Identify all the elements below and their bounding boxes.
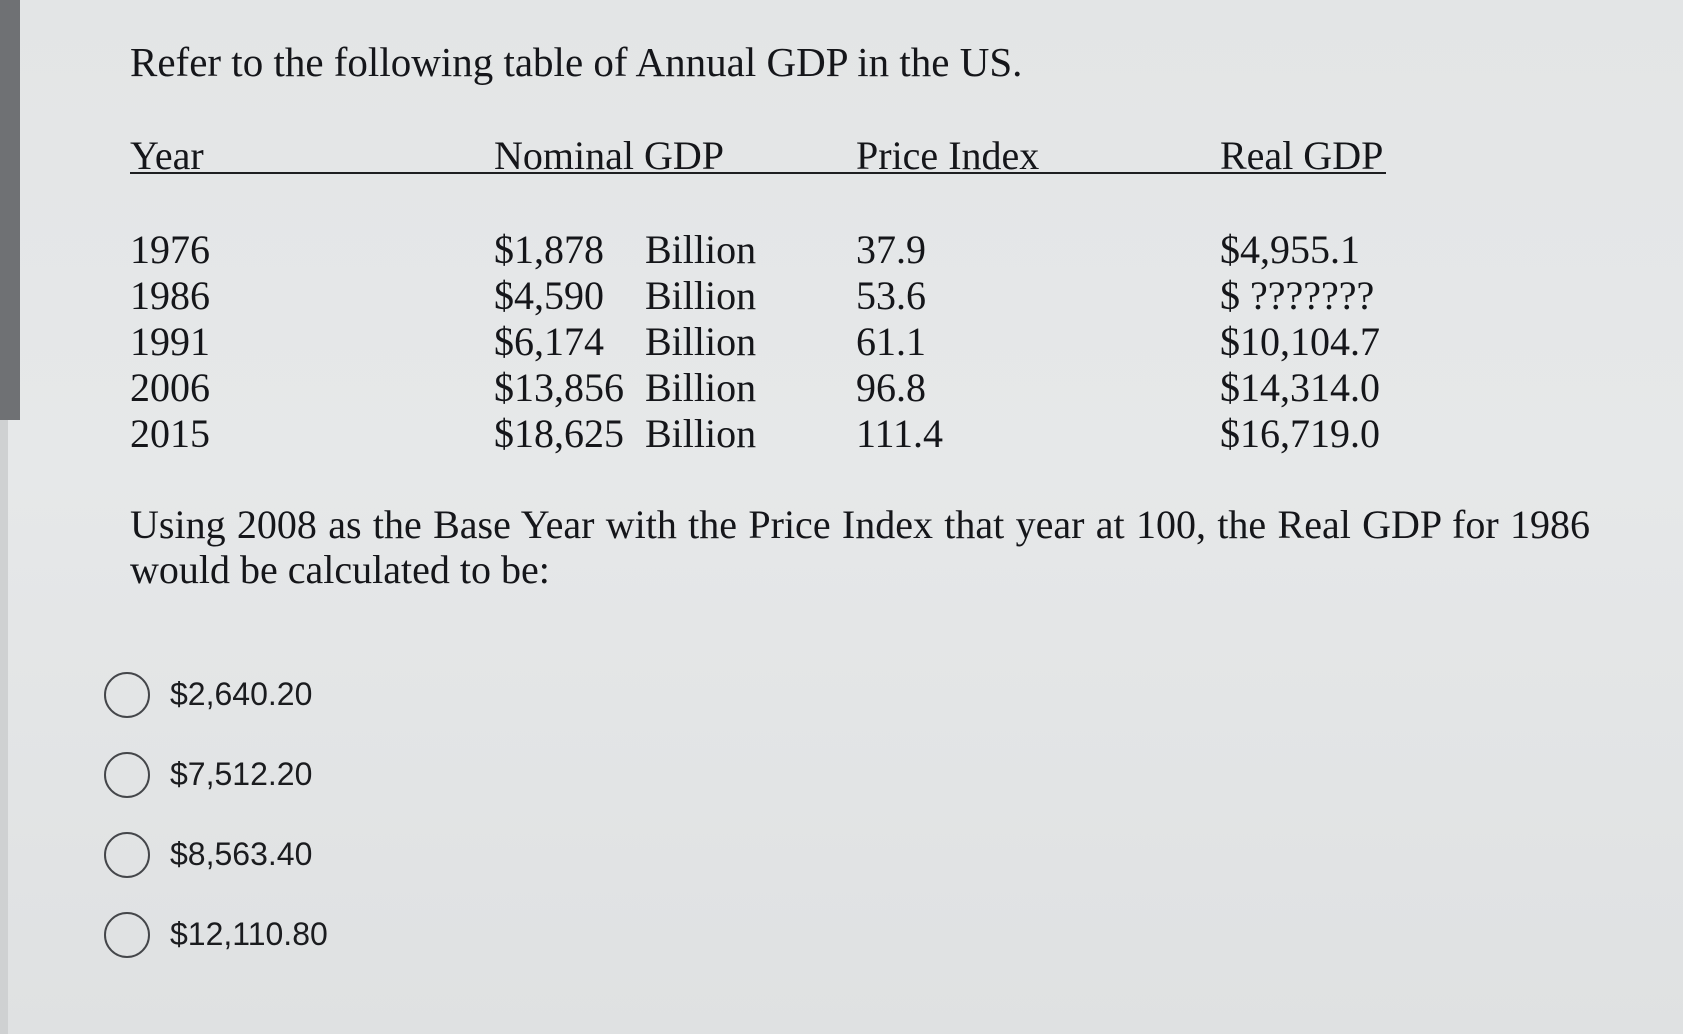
radio-button[interactable] xyxy=(104,912,150,958)
cell-nominal-gdp: $18,625 xyxy=(494,411,624,456)
gdp-table: Year Nominal GDP Price Index Real GDP 19… xyxy=(130,128,1390,468)
header-nominal-gdp: Nominal GDP xyxy=(494,133,724,178)
question-title: Refer to the following table of Annual G… xyxy=(130,39,1023,85)
option-label[interactable]: $12,110.80 xyxy=(170,916,328,952)
left-edge-strip xyxy=(0,420,8,1034)
cell-unit: Billion xyxy=(645,227,757,272)
cell-real-gdp: $14,314.0 xyxy=(1220,365,1380,410)
cell-unit: Billion xyxy=(645,411,757,456)
header-year: Year xyxy=(130,133,204,178)
cell-price-index: 61.1 xyxy=(856,319,926,364)
cell-real-gdp: $10,104.7 xyxy=(1220,319,1380,364)
cell-nominal-gdp: $1,878 xyxy=(494,227,604,272)
cell-unit: Billion xyxy=(645,365,757,410)
cell-unit: Billion xyxy=(645,273,757,318)
cell-nominal-gdp: $13,856 xyxy=(494,365,624,410)
table-row: 2015 $18,625 Billion 111.4 $16,719.0 xyxy=(130,410,1390,456)
cell-year: 1991 xyxy=(130,319,210,364)
cell-year: 2006 xyxy=(130,365,210,410)
table-row: 1991 $6,174 Billion 61.1 $10,104.7 xyxy=(130,318,1390,364)
cell-price-index: 53.6 xyxy=(856,273,926,318)
radio-button[interactable] xyxy=(104,672,150,718)
cell-price-index: 96.8 xyxy=(856,365,926,410)
cell-real-gdp: $16,719.0 xyxy=(1220,411,1380,456)
header-real-gdp: Real GDP xyxy=(1220,133,1384,178)
option-label[interactable]: $7,512.20 xyxy=(170,756,313,792)
table-row: 1986 $4,590 Billion 53.6 $ ??????? xyxy=(130,272,1390,318)
answer-option[interactable]: $8,563.40 xyxy=(104,832,464,884)
radio-button[interactable] xyxy=(104,752,150,798)
answer-option[interactable]: $12,110.80 xyxy=(104,912,464,964)
option-label[interactable]: $8,563.40 xyxy=(170,836,313,872)
cell-unit: Billion xyxy=(645,319,757,364)
cell-year: 1986 xyxy=(130,273,210,318)
answer-option[interactable]: $7,512.20 xyxy=(104,752,464,804)
cell-nominal-gdp: $6,174 xyxy=(494,319,604,364)
table-row: 2006 $13,856 Billion 96.8 $14,314.0 xyxy=(130,364,1390,410)
option-label[interactable]: $2,640.20 xyxy=(170,676,313,712)
question-prompt: Using 2008 as the Base Year with the Pri… xyxy=(130,502,1590,592)
cell-price-index: 37.9 xyxy=(856,227,926,272)
cell-nominal-gdp: $4,590 xyxy=(494,273,604,318)
table-row: 1976 $1,878 Billion 37.9 $4,955.1 xyxy=(130,226,1390,272)
cell-price-index: 111.4 xyxy=(856,411,944,456)
cell-year: 1976 xyxy=(130,227,210,272)
answer-option[interactable]: $2,640.20 xyxy=(104,672,464,724)
cell-real-gdp: $4,955.1 xyxy=(1220,227,1360,272)
left-edge-bar xyxy=(0,0,20,420)
header-underline xyxy=(130,172,1386,174)
cell-real-gdp: $ ??????? xyxy=(1220,273,1375,318)
header-price-index: Price Index xyxy=(856,133,1040,178)
cell-year: 2015 xyxy=(130,411,210,456)
radio-button[interactable] xyxy=(104,832,150,878)
